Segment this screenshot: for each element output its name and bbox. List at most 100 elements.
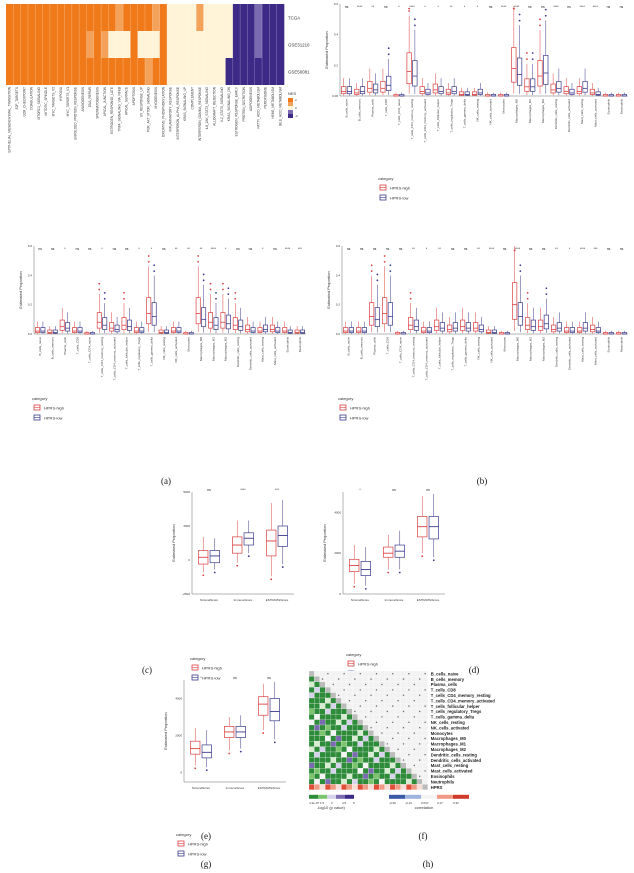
matrix-cell [373, 746, 380, 753]
x-tick-label: Mast_cells_activated [594, 337, 598, 365]
matrix-cell [352, 762, 358, 769]
box [158, 329, 164, 334]
matrix-cell [352, 778, 358, 785]
matrix-cell [416, 703, 423, 709]
box [243, 532, 254, 546]
x-tick-label: Macrophages_M1 [211, 337, 215, 361]
matrix-dot [402, 710, 405, 713]
matrix-cell [406, 762, 412, 769]
box [577, 327, 583, 333]
heatmap-cell [240, 4, 248, 31]
matrix-cell [341, 708, 347, 715]
box [348, 327, 354, 333]
matrix-dot [419, 743, 421, 745]
matrix-cell [357, 692, 364, 699]
heatmap-column-label: HEME_METABOLISM [271, 87, 275, 119]
legend-label-low: HPRS-low [350, 416, 369, 421]
x-tick-label: B_cells_naive [345, 99, 349, 118]
matrix-cell [314, 751, 320, 758]
matrix-dot [424, 770, 426, 772]
matrix-dot [338, 694, 340, 696]
matrix-cell [335, 714, 342, 720]
heatmap-cell [35, 31, 43, 58]
legend-title: category [346, 652, 361, 657]
significance-label: ns [426, 488, 430, 492]
matrix-cell [314, 757, 320, 763]
score-boxplot-g: 4000 2000 0 Estimated Proportion * StromalSco… [163, 676, 286, 857]
significance-label: * [101, 247, 103, 251]
matrix-cell [368, 741, 374, 747]
box [525, 317, 531, 330]
matrix-cell [357, 735, 364, 742]
matrix-cell [411, 676, 418, 682]
heatmap-cell [42, 4, 51, 31]
matrix-cell [357, 778, 364, 785]
box-outlier [205, 769, 208, 772]
matrix-dot [365, 716, 367, 718]
matrix-dot [386, 743, 388, 745]
matrix-cell [400, 773, 407, 780]
box-outlier [398, 571, 401, 574]
x-tick-label: NK_cells_activated [489, 99, 493, 125]
legend-label-low: HPRS-low [390, 196, 409, 201]
significance-label: ns [489, 5, 493, 9]
matrix-cell [319, 751, 326, 758]
box [556, 81, 562, 93]
legend-title: category [190, 656, 205, 661]
matrix-cell [357, 757, 364, 763]
box [426, 327, 432, 333]
matrix-cell [384, 681, 391, 688]
matrix-cell [308, 687, 315, 693]
matrix-cell [325, 762, 331, 769]
matrix-cell [362, 724, 369, 731]
box-outlier [387, 571, 390, 574]
box-outlier [234, 291, 237, 294]
x-tick-label: Monocytes [503, 337, 507, 352]
matrix-row-label: B_cells_naive [431, 671, 459, 676]
heatmap-cell [27, 58, 36, 85]
matrix-cell [379, 692, 385, 699]
matrix-cell [373, 714, 380, 720]
box [458, 91, 465, 96]
significance-label: **** [514, 5, 520, 9]
heatmap-cell [115, 31, 124, 58]
legend-label-low: HPRS-low [188, 852, 207, 857]
matrix-cell [400, 687, 407, 693]
matrix-cell [406, 714, 412, 720]
matrix-cell [395, 703, 401, 709]
heatmap-cell [27, 4, 36, 31]
matrix-row-label: Monocytes [431, 731, 454, 736]
matrix-cell [368, 757, 374, 763]
matrix-cell [384, 778, 391, 785]
matrix-cell [341, 762, 347, 769]
matrix-dot [348, 700, 351, 702]
matrix-cell [346, 730, 353, 736]
matrix-dot [392, 689, 394, 691]
box [550, 83, 556, 94]
box [595, 327, 601, 333]
matrix-cell [325, 735, 331, 742]
significance-label: ns [373, 247, 377, 251]
x-tick-label: T_cells_CD4_memory_resting [412, 337, 416, 378]
heatmap-cell [159, 58, 168, 85]
x-tick-label: Macrophages_M1 [529, 337, 533, 361]
significance-label: * [569, 247, 571, 251]
matrix-cell [368, 773, 374, 780]
matrix-cell [389, 741, 396, 747]
heatmap-cell [145, 4, 153, 31]
matrix-cell [330, 730, 337, 736]
matrix-cell [395, 751, 401, 758]
matrix-cell [422, 784, 428, 790]
matrix-cell [314, 768, 320, 774]
matrix-cell [379, 757, 385, 763]
matrix-cell [373, 735, 380, 742]
matrix-cell [362, 730, 369, 736]
heatmap-cell [196, 4, 204, 31]
matrix-cell [389, 778, 396, 785]
box [556, 322, 562, 332]
matrix-cell [335, 778, 342, 785]
matrix-dot [375, 689, 378, 691]
matrix-cell [362, 692, 369, 699]
matrix-cell [406, 741, 412, 747]
matrix-cell [308, 757, 315, 763]
